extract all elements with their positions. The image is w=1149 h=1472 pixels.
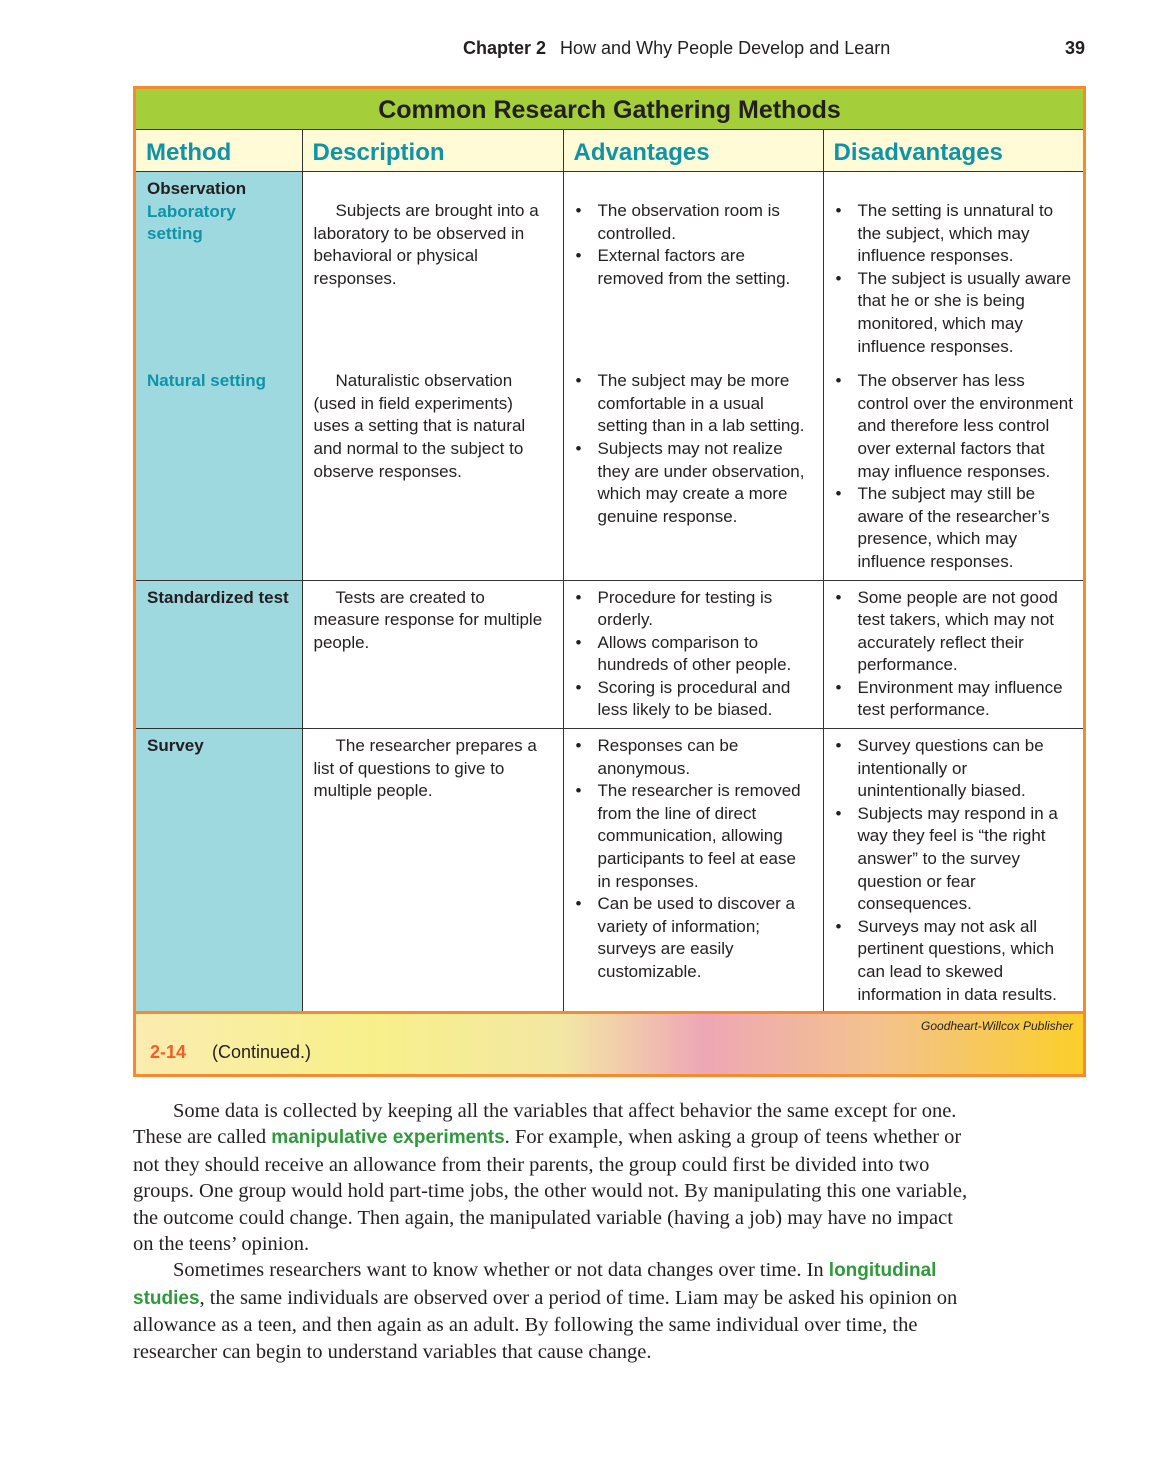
bullet-item: Environment may influence test performan… [835,677,1074,722]
method-cell: Standardized test [136,580,303,730]
bullet-item: Scoring is procedural and less likely to… [575,677,813,722]
bullet-list: The setting is unnatural to the subject,… [835,200,1074,358]
disadvantages-cell: The observer has less control over the e… [823,364,1083,581]
methods-table: Method Description Advantages Disadvantages… [136,130,1083,1014]
bullet-item: The subject may still be aware of the re… [835,483,1074,573]
method-subtype: Natural setting [147,371,267,391]
description-cell: Naturalistic observation (used in field … [302,364,564,581]
publisher-credit: Goodheart-Willcox Publisher [921,1019,1073,1033]
description-text: Tests are created to measure response fo… [313,587,543,652]
description-cell: The researcher prepares a list of questi… [302,728,564,1014]
bullet-item: Subjects may respond in a way they feel … [835,803,1074,916]
text-run: . For example, when asking a group of te… [133,1126,968,1256]
advantages-cell: The subject may be more comfortable in a… [563,364,824,581]
figure-research-methods: Common Research Gathering Methods Method… [133,86,1086,1077]
table-title: Common Research Gathering Methods [136,89,1083,130]
paragraph: Some data is collected by keeping all th… [133,1098,978,1257]
table-row: Standardized test Tests are created to me… [136,580,1083,730]
advantages-cell: The observation room is controlled.Exter… [563,171,824,365]
description-cell: Subjects are brought into a laboratory t… [302,171,564,365]
method-name: Standardized test [147,587,289,607]
bullet-item: Survey questions can be intentionally or… [835,735,1074,803]
text-run: Sometimes researchers want to know wheth… [173,1259,829,1282]
bullet-item: Allows comparison to hundreds of other p… [575,632,813,677]
figure-caption: (Continued.) [212,1042,312,1062]
table-row: Natural setting Naturalistic observation … [136,364,1083,581]
table-row: Survey The researcher prepares a list of … [136,728,1083,1014]
bullet-item: Can be used to discover a variety of inf… [575,893,813,983]
chapter-label: Chapter 2 [463,38,547,58]
figure-number: 2-14 [150,1042,187,1062]
bullet-item: External factors are removed from the se… [575,245,813,290]
key-term: longitudinal studies [133,1260,937,1309]
chapter-title: How and Why People Develop and Learn [560,38,891,58]
text-run: , the same individuals are observed over… [133,1286,958,1363]
disadvantages-cell: Survey questions can be intentionally or… [823,728,1083,1014]
advantages-cell: Responses can be anonymous.The researche… [563,728,824,1014]
method-subtype: Laboratory setting [147,201,236,244]
bullet-list: Survey questions can be intentionally or… [835,735,1074,1006]
method-name: Survey [147,736,204,756]
bullet-item: The researcher is removed from the line … [575,780,813,893]
bullet-item: Subjects may not realize they are under … [575,438,813,528]
description-text: Naturalistic observation (used in field … [313,371,526,481]
running-head: Chapter 2 How and Why People Develop and … [463,38,1085,59]
bullet-list: Procedure for testing is orderly.Allows … [575,587,813,723]
text-run: Some data is collected by keeping all th… [133,1100,957,1149]
bullet-item: The subject may be more comfortable in a… [575,370,813,438]
method-cell: Natural setting [136,364,303,581]
column-header: Advantages [563,130,824,172]
bullet-item: Procedure for testing is orderly. [575,587,813,632]
page-number: 39 [1064,38,1085,58]
method-cell: Survey [136,728,303,1014]
bullet-item: Some people are not good test takers, wh… [835,587,1074,677]
table-row: Observation Laboratory setting Subjects ar… [136,171,1083,365]
disadvantages-cell: Some people are not good test takers, wh… [823,580,1083,730]
method-name: Observation [147,179,247,198]
bullet-item: The observer has less control over the e… [835,370,1074,483]
bullet-item: Responses can be anonymous. [575,735,813,780]
figure-caption-bar: Goodheart-Willcox Publisher 2-14 (Contin… [136,1011,1083,1074]
bullet-item: Surveys may not ask all pertinent questi… [835,916,1074,1006]
description-text: Subjects are brought into a laboratory t… [313,201,539,288]
advantages-cell: Procedure for testing is orderly.Allows … [563,580,824,730]
key-term: manipulative experiments [271,1127,505,1149]
description-cell: Tests are created to measure response fo… [302,580,564,730]
bullet-item: The subject is usually aware that he or … [835,268,1074,358]
bullet-item: The setting is unnatural to the subject,… [835,200,1074,268]
paragraph: Sometimes researchers want to know wheth… [133,1257,978,1365]
bullet-list: The observer has less control over the e… [835,370,1074,573]
column-header: Description [302,130,564,172]
body-text: Some data is collected by keeping all th… [133,1098,978,1365]
bullet-list: The observation room is controlled.Exter… [575,200,813,290]
bullet-list: Responses can be anonymous.The researche… [575,735,813,984]
disadvantages-cell: The setting is unnatural to the subject,… [823,172,1083,365]
column-header: Disadvantages [823,130,1083,172]
column-header: Method [136,130,303,172]
bullet-list: The subject may be more comfortable in a… [575,370,813,528]
bullet-list: Some people are not good test takers, wh… [835,587,1074,723]
description-text: The researcher prepares a list of questi… [313,736,537,801]
bullet-item: The observation room is controlled. [575,200,813,245]
method-cell: Observation Laboratory setting [136,171,303,365]
